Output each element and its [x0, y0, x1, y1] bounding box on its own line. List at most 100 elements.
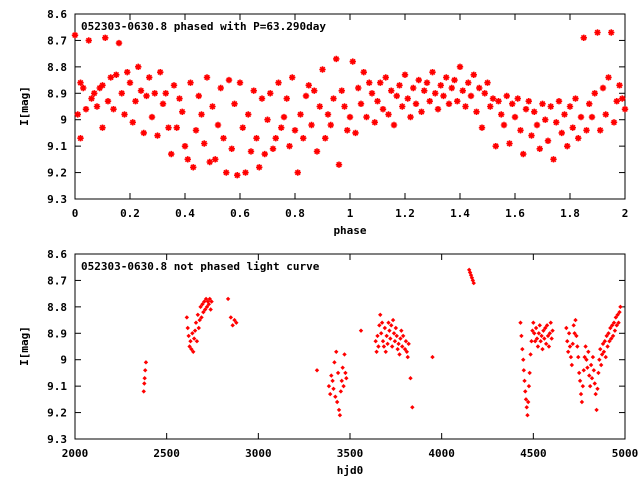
phased-plot-xlabel: phase — [333, 224, 366, 237]
data-point-core — [117, 41, 121, 45]
data-point — [400, 344, 405, 349]
data-point-core — [307, 83, 311, 87]
data-point-core — [147, 75, 151, 80]
data-point-core — [224, 170, 228, 175]
data-point — [571, 323, 576, 328]
data-point — [585, 365, 590, 370]
data-point — [565, 349, 571, 354]
data-point — [386, 320, 391, 325]
data-point — [209, 299, 214, 304]
data-point — [192, 328, 198, 333]
data-point — [204, 304, 210, 310]
data-point-core — [230, 147, 234, 151]
data-point — [188, 339, 193, 344]
y-tick-label: 8.6 — [47, 248, 67, 261]
data-point — [383, 349, 388, 354]
y-tick-label: 8.6 — [47, 8, 67, 21]
data-point-core — [422, 89, 426, 93]
data-point — [526, 399, 531, 405]
y-tick-label: 8.9 — [47, 327, 67, 340]
data-point-core — [579, 115, 583, 119]
data-point-core — [78, 136, 83, 140]
data-point-core — [180, 110, 184, 114]
data-point — [521, 357, 526, 362]
data-point — [393, 325, 399, 331]
data-point-core — [461, 89, 465, 93]
data-point-core — [483, 91, 487, 95]
y-tick-label: 9.3 — [47, 433, 67, 446]
data-point-core — [175, 126, 179, 130]
data-point — [207, 296, 212, 302]
data-point — [569, 362, 575, 368]
data-point — [529, 339, 534, 344]
data-point-core — [76, 112, 80, 117]
data-point-core — [433, 91, 437, 95]
data-point — [540, 346, 545, 352]
data-point — [380, 339, 386, 344]
data-point — [190, 331, 195, 336]
data-point — [572, 331, 577, 336]
data-point-core — [249, 149, 253, 154]
unphased-plot-title: 052303-0630.8 not phased light curve — [81, 260, 320, 273]
data-point — [332, 360, 337, 365]
data-point — [524, 405, 529, 410]
x-tick-label: 1.8 — [560, 207, 580, 220]
y-tick-label: 9.2 — [47, 167, 67, 180]
data-point-core — [620, 96, 624, 101]
data-point-core — [546, 139, 550, 143]
data-point-core — [304, 94, 308, 98]
data-point — [378, 331, 384, 336]
data-point — [335, 370, 341, 376]
data-point — [195, 312, 201, 317]
data-point-core — [287, 144, 292, 148]
data-point — [588, 362, 594, 368]
data-point-core — [488, 104, 492, 109]
data-point-core — [103, 36, 107, 40]
data-point-core — [477, 86, 481, 90]
phased-plot-ticks: 0 0.2 0.4 0.6 0.8 1 1.2 1.4 1.6 1.8 2 8.6 8.7 8.8 8.9 9… — [47, 8, 628, 220]
data-point-core — [191, 165, 195, 169]
data-point-core — [571, 126, 575, 130]
data-point — [609, 336, 614, 341]
data-point — [565, 339, 570, 344]
data-point-core — [271, 147, 275, 151]
data-point-core — [408, 115, 413, 119]
x-tick-label: 2000 — [62, 447, 89, 460]
data-point — [343, 370, 348, 376]
data-point — [388, 336, 393, 341]
data-point — [199, 315, 204, 320]
data-point-core — [114, 73, 118, 77]
data-point-core — [312, 89, 316, 93]
data-point-core — [576, 136, 580, 140]
data-point-core — [276, 81, 281, 85]
data-point-core — [111, 107, 116, 111]
data-point — [539, 333, 544, 339]
data-point — [198, 304, 203, 310]
data-point-core — [323, 136, 327, 140]
data-point — [582, 354, 587, 360]
data-point-core — [480, 126, 484, 130]
data-point — [532, 331, 537, 336]
data-point — [334, 399, 340, 405]
data-point — [399, 328, 404, 333]
data-point-core — [241, 126, 245, 130]
data-point — [542, 336, 547, 341]
y-tick-label: 8.8 — [47, 61, 67, 74]
data-point — [602, 339, 608, 344]
data-point — [574, 333, 579, 339]
data-point — [208, 307, 213, 312]
data-point — [184, 315, 190, 320]
data-point — [608, 325, 613, 331]
data-point-core — [568, 104, 572, 109]
data-point — [590, 354, 596, 360]
data-point — [538, 339, 543, 344]
data-point-core — [518, 128, 523, 132]
data-point-core — [120, 91, 124, 95]
data-point-core — [593, 91, 597, 95]
data-point-core — [345, 128, 349, 132]
data-point — [528, 352, 533, 357]
data-point-core — [133, 99, 138, 103]
data-point-core — [485, 81, 490, 85]
data-point-core — [513, 115, 517, 119]
